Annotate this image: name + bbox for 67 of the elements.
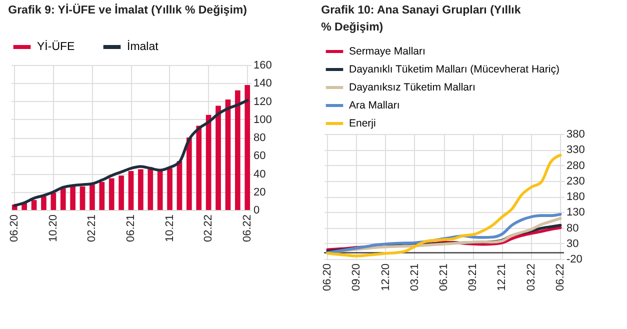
bar	[138, 169, 144, 210]
y-tick-label: 20	[254, 186, 266, 198]
bar	[50, 192, 56, 210]
bar	[235, 90, 240, 210]
legend-label: Dayanıklı Tüketim Malları (Mücevherat Hariç)	[349, 64, 560, 76]
x-tick-label: 06.20	[322, 264, 334, 292]
y-tick-label: 230	[566, 175, 585, 188]
y-tick-label: 180	[566, 191, 585, 203]
y-tick-label: -20	[566, 254, 582, 266]
chart-title: Grafik 9: Yİ-ÜFE ve İmalat (Yıllık % Değişim)	[8, 4, 248, 16]
x-tick-label: 12.20	[380, 264, 392, 292]
x-tick-label: 06.22	[554, 264, 566, 292]
y-tick-label: 140	[254, 78, 272, 90]
x-tick-label: 06.20	[8, 214, 21, 242]
x-tick-label: 09.20	[350, 264, 363, 292]
x-tick-label: 06.21	[125, 214, 137, 242]
x-tick-label: 02.22	[202, 214, 215, 242]
bar	[108, 178, 114, 210]
x-tick-label: 10.20	[47, 214, 60, 242]
bar	[157, 171, 163, 210]
bar	[128, 171, 134, 210]
bar	[196, 126, 202, 210]
y-tick-label: 380	[566, 128, 585, 140]
x-tick-label: 10.21	[164, 214, 176, 242]
legend-label: Yİ-ÜFE	[37, 40, 76, 53]
bar	[60, 188, 66, 210]
legend-label: İmalat	[127, 40, 160, 53]
y-tick-label: 330	[566, 144, 585, 156]
legend-label: Dayanıksız Tüketim Malları	[349, 82, 476, 94]
x-tick-label: 12.21	[496, 264, 508, 292]
y-tick-label: 100	[254, 114, 272, 126]
x-tick-label: 09.21	[467, 264, 480, 292]
bar	[225, 99, 231, 210]
chart-title: Grafik 10: Ana Sanayi Grupları (Yıllık % Değişim)	[321, 4, 522, 34]
bar	[118, 176, 124, 210]
bar	[31, 200, 37, 210]
bar	[90, 184, 95, 210]
y-tick-label: 280	[566, 160, 585, 172]
bar	[99, 182, 105, 210]
x-tick-label: 06.21	[438, 264, 450, 292]
bar	[244, 84, 250, 210]
bar	[148, 169, 154, 210]
x-tick-label: 03.21	[408, 264, 421, 292]
y-tick-label: 30	[566, 238, 579, 250]
bar	[167, 168, 172, 210]
y-tick-label: 80	[254, 132, 266, 144]
x-tick-label: 06.22	[241, 214, 254, 242]
bar	[41, 196, 46, 210]
x-tick-label: 02.21	[86, 214, 98, 242]
y-tick-label: 0	[254, 204, 260, 216]
y-tick-label: 120	[254, 96, 272, 108]
y-tick-label: 80	[566, 222, 579, 234]
line-series	[326, 154, 562, 258]
bar	[206, 114, 212, 210]
x-tick-label: 03.22	[525, 264, 538, 292]
y-tick-label: 130	[566, 206, 585, 219]
y-tick-label: 160	[254, 60, 272, 72]
bar	[186, 138, 192, 210]
legend-label: Ara Malları	[349, 100, 400, 112]
bar	[80, 186, 86, 210]
legend-label: Enerji	[349, 118, 376, 130]
line-series	[13, 98, 249, 207]
bar	[70, 186, 76, 210]
legend-label: Sermaye Malları	[349, 46, 426, 58]
y-tick-label: 40	[254, 168, 266, 180]
bar	[216, 106, 221, 210]
y-tick-label: 60	[254, 150, 266, 162]
